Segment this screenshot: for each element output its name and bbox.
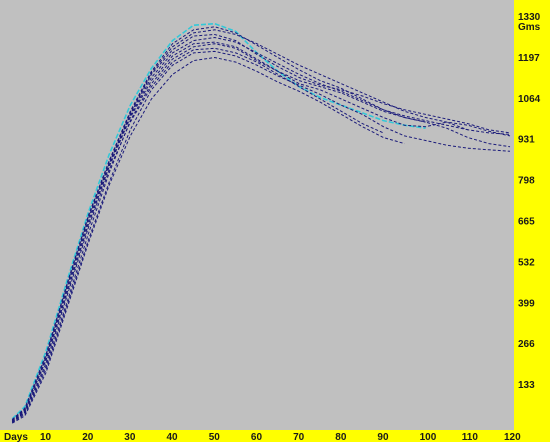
y-tick-label: 399: [518, 298, 535, 309]
x-tick-label: 50: [209, 432, 221, 442]
y-tick-label: 266: [518, 339, 535, 350]
series-line-1: [11, 41, 511, 421]
y-tick-label: 665: [518, 217, 535, 228]
x-tick-label: 90: [377, 432, 389, 442]
y-tick-label: 931: [518, 135, 535, 146]
x-tick-label: 60: [251, 432, 263, 442]
series-line-5: [11, 26, 426, 420]
series-line-3: [11, 33, 511, 422]
y-tick-label: 798: [518, 176, 535, 187]
series-line-6: [11, 56, 405, 424]
x-tick-label: 120: [504, 432, 521, 442]
x-tick-label: 20: [82, 432, 94, 442]
plot-background: [0, 0, 514, 430]
y-tick-label: 532: [518, 257, 535, 268]
y-tick-label: 1064: [518, 94, 541, 105]
series-line-2: [11, 43, 511, 423]
x-axis-band: [0, 430, 550, 442]
series-line-8: [11, 47, 384, 423]
y-axis-band: [514, 0, 550, 442]
series-line-7: [11, 36, 468, 422]
x-tick-label: 70: [293, 432, 305, 442]
x-tick-label: 40: [167, 432, 179, 442]
x-tick-label: 30: [124, 432, 136, 442]
x-unit-label: Days: [4, 432, 28, 442]
series-line-9: [11, 29, 511, 421]
y-tick-label: 1330: [518, 12, 541, 23]
x-tick-label: 100: [420, 432, 437, 442]
x-tick-label: 110: [462, 432, 479, 442]
x-tick-label: 10: [40, 432, 52, 442]
series-line-4: [11, 50, 511, 423]
y-tick-label: 1197: [518, 53, 540, 64]
x-tick-label: 80: [335, 432, 347, 442]
y-unit-label: Gms: [518, 22, 541, 33]
y-tick-label: 133: [518, 380, 535, 391]
series-layer: [11, 22, 511, 424]
